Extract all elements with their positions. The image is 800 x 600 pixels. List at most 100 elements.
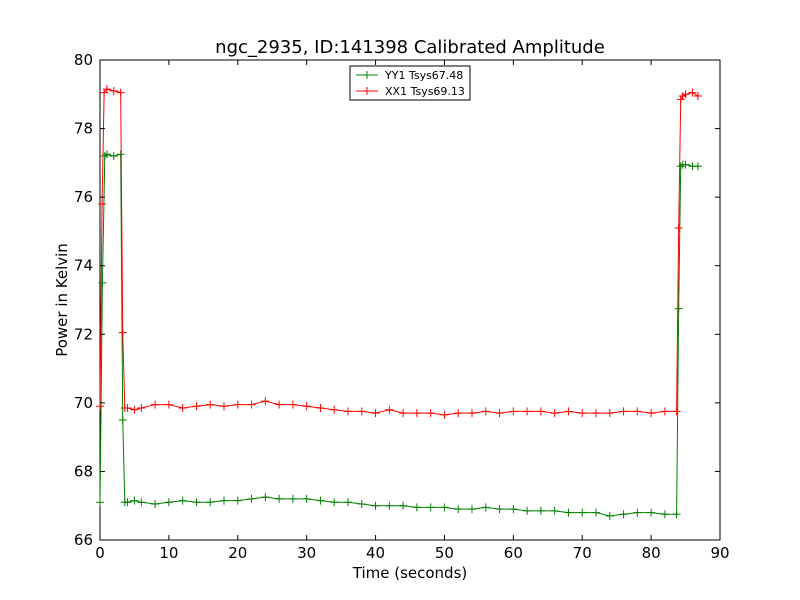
legend-marker xyxy=(363,87,371,95)
data-point xyxy=(676,95,685,104)
data-point xyxy=(440,410,449,419)
legend-label: YY1 Tsys67.48 xyxy=(384,69,463,82)
x-tick-label: 0 xyxy=(95,544,105,562)
data-point xyxy=(316,404,325,412)
x-tick-label: 60 xyxy=(504,544,523,562)
data-point xyxy=(123,498,132,507)
data-point xyxy=(344,407,352,416)
data-point xyxy=(102,150,111,159)
data-point xyxy=(98,278,107,287)
data-point xyxy=(693,92,702,100)
data-point xyxy=(550,409,559,418)
data-point xyxy=(371,409,380,418)
data-point xyxy=(509,407,518,416)
data-point xyxy=(385,405,394,414)
chart-title: ngc_2935, ID:141398 Calibrated Amplitude xyxy=(215,37,605,58)
data-point xyxy=(454,409,463,418)
y-tick-label: 74 xyxy=(74,257,93,275)
data-point xyxy=(385,501,394,510)
y-axis-label: Power in Kelvin xyxy=(53,243,71,357)
data-point xyxy=(619,407,628,416)
plot-frame xyxy=(99,59,721,541)
data-point xyxy=(693,162,702,171)
data-point xyxy=(468,409,476,418)
data-point xyxy=(674,224,683,232)
data-point xyxy=(261,493,270,502)
data-point xyxy=(495,505,504,514)
data-point xyxy=(178,496,187,505)
data-point xyxy=(116,150,125,159)
data-point xyxy=(672,510,681,519)
data-point xyxy=(247,494,256,503)
data-point xyxy=(102,85,111,94)
data-point xyxy=(302,494,311,503)
data-point xyxy=(192,402,201,411)
data-point xyxy=(660,510,669,519)
y-tick-label: 76 xyxy=(74,188,93,206)
data-point xyxy=(275,494,284,503)
data-point xyxy=(605,512,614,520)
data-point xyxy=(247,400,256,409)
legend-box xyxy=(349,65,471,101)
ticks-layer: 0 10 20 30 40 50 60 70 80 90 66 68 70 72 74 76 78 80 xyxy=(74,51,730,562)
data-point xyxy=(302,402,311,411)
y-tick-label: 72 xyxy=(74,325,93,343)
data-point xyxy=(454,505,463,514)
data-point xyxy=(178,404,187,412)
data-point xyxy=(118,416,127,424)
data-point xyxy=(633,508,642,517)
data-point xyxy=(137,498,146,507)
data-point xyxy=(399,409,408,418)
data-point xyxy=(316,496,325,505)
legend-marker xyxy=(363,71,371,79)
x-tick-label: 20 xyxy=(228,544,247,562)
data-point xyxy=(592,508,600,517)
data-point xyxy=(468,505,476,514)
data-point xyxy=(426,409,435,418)
data-point xyxy=(357,407,366,416)
data-point xyxy=(412,409,421,418)
data-point xyxy=(578,409,587,418)
data-point xyxy=(164,498,173,507)
data-point xyxy=(109,86,118,95)
data-point xyxy=(130,405,139,414)
data-point xyxy=(118,328,127,337)
x-tick-label: 30 xyxy=(297,544,316,562)
data-point xyxy=(592,409,600,418)
data-point xyxy=(660,407,669,416)
x-tick-label: 90 xyxy=(710,544,729,562)
data-point xyxy=(344,498,352,507)
x-tick-label: 40 xyxy=(366,544,385,562)
x-axis-label: Time (seconds) xyxy=(352,564,468,582)
data-point xyxy=(619,510,628,519)
data-point xyxy=(481,503,490,512)
x-tick-label: 50 xyxy=(435,544,454,562)
data-point xyxy=(399,501,408,510)
legend: YY1 Tsys67.48 XX1 Tsys69.13 xyxy=(349,65,471,101)
data-point xyxy=(233,496,242,505)
data-point xyxy=(96,402,104,411)
data-point xyxy=(116,88,125,97)
data-point xyxy=(564,407,573,416)
data-point xyxy=(633,407,642,416)
data-point xyxy=(96,498,104,507)
data-point xyxy=(151,500,160,508)
data-point xyxy=(440,503,449,512)
data-point xyxy=(578,508,587,517)
data-point xyxy=(412,503,421,512)
data-point xyxy=(98,200,107,208)
data-point xyxy=(523,506,532,515)
data-point xyxy=(605,409,614,418)
y-tick-label: 78 xyxy=(74,120,93,138)
legend-label: XX1 Tsys69.13 xyxy=(385,85,465,98)
series-line-1 xyxy=(99,88,699,416)
x-tick-label: 70 xyxy=(573,544,592,562)
series-line-0 xyxy=(99,153,698,517)
data-point xyxy=(481,407,490,416)
data-point xyxy=(371,501,380,510)
data-point xyxy=(426,503,435,512)
data-point xyxy=(261,397,270,406)
y-tick-label: 68 xyxy=(74,462,93,480)
data-point xyxy=(206,400,215,409)
